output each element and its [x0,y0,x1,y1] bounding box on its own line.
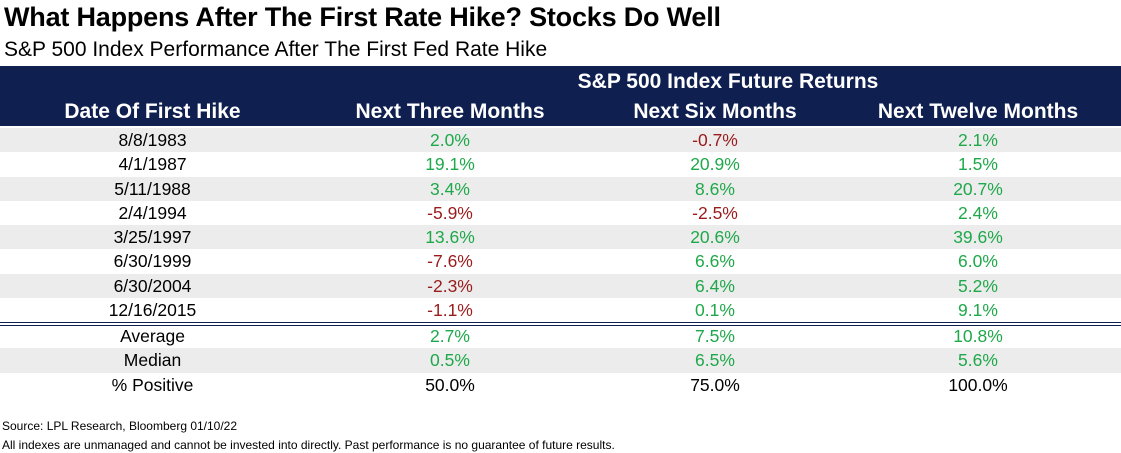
table-row: 12/16/2015 -1.1% 0.1% 9.1% [0,298,1121,322]
table-header: S&P 500 Index Future Returns Date Of Fir… [0,66,1121,126]
row-label-cell: 12/16/2015 [108,300,197,321]
table-row: 6/30/2004 -2.3% 6.4% 5.2% [0,273,1121,299]
table-row: % Positive 50.0% 75.0% 100.0% [0,373,1121,397]
table-row: 5/11/1988 3.4% 8.6% 20.7% [0,176,1121,201]
table-row: 8/8/1983 2.0% -0.7% 2.1% [0,128,1121,153]
header-date: Date Of First Hike [64,100,241,123]
row-label-cell: % Positive [111,374,194,395]
row-label-cell: 8/8/1983 [118,130,187,150]
table-row: 6/30/1999 -7.6% 6.6% 6.0% [0,249,1121,273]
twelve-month-cell: 20.7% [953,178,1003,199]
six-month-cell: -0.7% [692,130,738,150]
six-month-cell: 6.6% [695,251,735,272]
source-note: Source: LPL Research, Bloomberg 01/10/22 [2,419,238,433]
table-row: 3/25/1997 13.6% 20.6% 39.6% [0,225,1121,250]
three-month-cell: 3.4% [430,178,470,199]
row-label-cell: 6/30/2004 [113,275,192,296]
row-label-cell: 6/30/1999 [113,251,192,272]
three-month-cell: 13.6% [425,227,475,248]
three-month-cell: -5.9% [427,202,473,223]
six-month-cell: 20.9% [690,154,740,175]
three-month-cell: 50.0% [425,374,475,395]
six-month-cell: 6.4% [695,275,735,296]
twelve-month-cell: 100.0% [948,374,1008,395]
six-month-cell: -2.5% [692,202,738,223]
twelve-month-cell: 5.6% [958,350,998,371]
header-twelve-months: Next Twelve Months [877,100,1079,123]
row-label-cell: Average [120,326,185,346]
six-month-cell: 0.1% [695,300,735,321]
row-label-cell: 2/4/1994 [118,202,187,223]
three-month-cell: -2.3% [427,275,473,296]
table-row: 4/1/1987 19.1% 20.9% 1.5% [0,152,1121,176]
table-summary: Average 2.7% 7.5% 10.8% Median 0.5% 6.5% 5.6%% … [0,324,1121,397]
twelve-month-cell: 2.1% [958,130,998,150]
header-group-label: S&P 500 Index Future Returns [577,70,879,93]
three-month-cell: 19.1% [425,154,475,175]
summary-divider [0,322,1121,326]
twelve-month-cell: 39.6% [953,227,1003,248]
three-month-cell: -1.1% [427,300,473,321]
six-month-cell: 8.6% [695,178,735,199]
three-month-cell: 2.7% [430,326,470,346]
twelve-month-cell: 5.2% [958,275,998,296]
table-row: 2/4/1994 -5.9% -2.5% 2.4% [0,201,1121,225]
header-six-months: Next Six Months [633,100,797,123]
row-label-cell: 5/11/1988 [114,178,191,199]
header-three-months: Next Three Months [355,100,545,123]
twelve-month-cell: 1.5% [958,154,998,175]
table-row: Median 0.5% 6.5% 5.6% [0,348,1121,373]
twelve-month-cell: 9.1% [958,300,998,321]
disclaimer-note: All indexes are unmanaged and cannot be … [2,438,615,452]
three-month-cell: 2.0% [430,130,470,150]
row-label-cell: 3/25/1997 [113,227,192,248]
table-body: 8/8/1983 2.0% -0.7% 2.1% 4/1/1987 19.1% 20.9% 1… [0,128,1121,322]
page-title: What Happens After The First Rate Hike? … [4,2,721,32]
three-month-cell: 0.5% [430,350,470,371]
row-label-cell: Median [123,350,182,371]
twelve-month-cell: 2.4% [958,202,998,223]
six-month-cell: 6.5% [695,350,735,371]
page-subtitle: S&P 500 Index Performance After The Firs… [4,38,548,61]
twelve-month-cell: 10.8% [953,326,1003,346]
three-month-cell: -7.6% [427,251,473,272]
six-month-cell: 7.5% [695,326,735,346]
row-label-cell: 4/1/1987 [118,154,187,175]
six-month-cell: 75.0% [690,374,740,395]
twelve-month-cell: 6.0% [958,251,998,272]
six-month-cell: 20.6% [690,227,740,248]
table-row: Average 2.7% 7.5% 10.8% [0,324,1121,348]
